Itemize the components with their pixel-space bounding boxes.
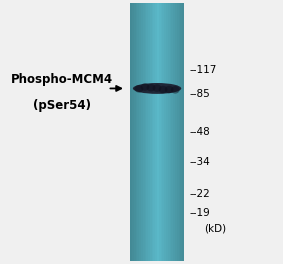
Bar bbox=[159, 3, 161, 261]
Bar bbox=[152, 3, 153, 261]
Bar bbox=[164, 3, 166, 261]
Bar bbox=[180, 3, 182, 261]
Ellipse shape bbox=[134, 85, 143, 93]
Bar bbox=[171, 3, 173, 261]
Bar bbox=[155, 3, 157, 261]
Text: (kD): (kD) bbox=[204, 223, 226, 233]
Bar bbox=[157, 3, 159, 261]
Bar bbox=[141, 3, 143, 261]
Bar bbox=[175, 3, 177, 261]
Bar bbox=[139, 3, 141, 261]
Bar bbox=[162, 3, 164, 261]
Text: Phospho-MCM4: Phospho-MCM4 bbox=[11, 73, 113, 86]
Bar bbox=[150, 3, 152, 261]
Ellipse shape bbox=[153, 84, 162, 92]
Bar bbox=[177, 3, 179, 261]
Ellipse shape bbox=[159, 86, 168, 93]
Text: (pSer54): (pSer54) bbox=[33, 99, 91, 112]
Text: --34: --34 bbox=[190, 157, 210, 167]
Bar bbox=[134, 3, 136, 261]
Bar bbox=[136, 3, 137, 261]
Bar bbox=[148, 3, 150, 261]
Bar bbox=[146, 3, 148, 261]
Bar bbox=[130, 3, 132, 261]
Bar bbox=[168, 3, 170, 261]
Bar bbox=[182, 3, 184, 261]
Text: --85: --85 bbox=[190, 89, 210, 99]
Bar bbox=[179, 3, 180, 261]
Bar bbox=[173, 3, 175, 261]
Ellipse shape bbox=[133, 83, 181, 94]
Bar bbox=[153, 3, 155, 261]
Bar bbox=[143, 3, 145, 261]
Text: --48: --48 bbox=[190, 127, 210, 137]
Ellipse shape bbox=[165, 86, 173, 93]
Text: --22: --22 bbox=[190, 189, 210, 199]
Text: --19: --19 bbox=[190, 208, 210, 218]
Bar bbox=[137, 3, 139, 261]
Bar bbox=[132, 3, 134, 261]
Bar bbox=[170, 3, 171, 261]
Text: --117: --117 bbox=[190, 65, 217, 75]
Bar bbox=[161, 3, 162, 261]
Bar bbox=[145, 3, 146, 261]
Ellipse shape bbox=[141, 83, 149, 91]
Bar bbox=[166, 3, 168, 261]
Ellipse shape bbox=[171, 86, 180, 94]
Ellipse shape bbox=[147, 84, 155, 91]
